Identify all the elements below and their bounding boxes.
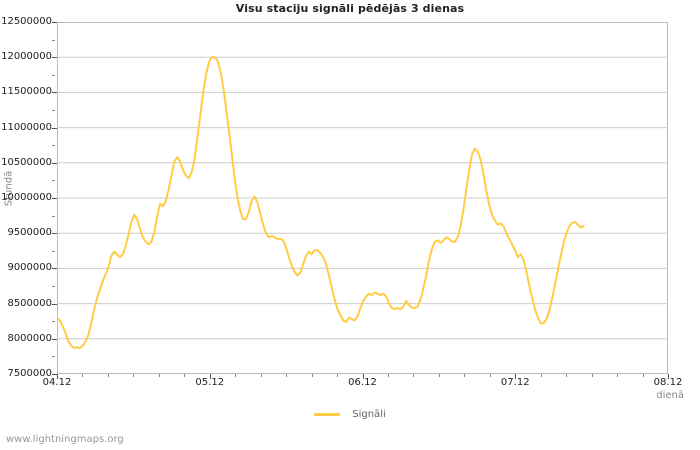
site-watermark: www.lightningmaps.org: [6, 434, 124, 445]
series-group: [57, 56, 585, 349]
y-axis-tick-label: 12000000: [1, 51, 52, 63]
y-axis-tick: [52, 162, 57, 164]
x-axis-tick: [209, 374, 211, 379]
y-axis-minor-tick: [52, 180, 55, 182]
plot-canvas: [57, 56, 668, 349]
y-axis-minor-tick: [52, 145, 55, 147]
y-axis-minor-tick: [52, 74, 55, 76]
x-axis-tick-label: 04.12: [42, 377, 72, 388]
x-axis-minor-tick: [107, 374, 109, 377]
x-axis: 04.12 05.12 06.12 07.12 08.12: [0, 377, 700, 393]
legend-color-swatch: [314, 413, 341, 416]
y-axis-minor-tick: [52, 215, 55, 217]
x-axis-tick: [515, 374, 517, 379]
x-axis-tick: [57, 374, 58, 379]
x-axis-minor-tick: [184, 374, 186, 377]
legend-item-signali[interactable]: Signāli: [314, 409, 386, 420]
y-axis: Stundā 12500000 12000000 11500000 11000000 1…: [0, 0, 57, 450]
y-axis-minor-tick: [52, 286, 55, 287]
y-axis-minor-tick: [52, 356, 55, 358]
y-axis-tick-label: 7500000: [7, 368, 52, 379]
x-axis-minor-tick: [591, 374, 593, 377]
x-axis-minor-tick: [260, 374, 262, 377]
x-axis-minor-tick: [566, 374, 568, 377]
y-axis-tick: [52, 374, 57, 375]
chart-legend: Signāli: [0, 409, 700, 420]
x-axis-tick: [362, 374, 364, 379]
y-axis-tick-label: 8000000: [7, 332, 52, 344]
y-axis-minor-tick: [52, 321, 55, 323]
y-axis-tick-label: 8500000: [7, 297, 52, 309]
x-axis-minor-tick: [642, 374, 644, 377]
x-axis-minor-tick: [158, 374, 160, 377]
chart-title: Visu staciju signāli pēdējās 3 dienas: [235, 2, 465, 15]
y-axis-tick: [52, 338, 57, 340]
y-axis-tick: [52, 268, 57, 270]
x-axis-tick-label: 07.12: [500, 377, 530, 388]
y-axis-tick: [52, 92, 57, 94]
x-axis-minor-tick: [337, 374, 339, 377]
y-axis-tick-label: 9500000: [7, 227, 52, 239]
series-line-0: [57, 56, 585, 349]
x-axis-minor-tick: [286, 374, 288, 377]
x-axis-minor-tick: [489, 374, 491, 377]
x-axis-minor-tick: [235, 374, 237, 377]
x-axis-tick: [668, 374, 669, 379]
x-axis-tick-label: 08.12: [653, 377, 683, 388]
x-axis-minor-tick: [387, 374, 389, 377]
x-axis-minor-tick: [133, 374, 135, 377]
y-axis-tick-label: 10500000: [1, 156, 52, 168]
y-axis-tick: [52, 198, 57, 199]
legend-label: Signāli: [352, 409, 386, 420]
x-axis-tick-label: 05.12: [195, 377, 225, 388]
x-axis-minor-tick: [413, 374, 415, 377]
y-axis-tick-label: 11500000: [1, 86, 52, 98]
x-axis-minor-tick: [82, 374, 84, 377]
y-axis-tick-label: 9000000: [7, 262, 52, 274]
x-axis-minor-tick: [464, 374, 466, 377]
y-axis-minor-tick: [52, 39, 55, 41]
x-axis-minor-tick: [438, 374, 440, 377]
y-axis-minor-tick: [52, 110, 55, 111]
y-axis-tick-label: 12500000: [1, 16, 52, 27]
x-axis-tick-label: 06.12: [348, 377, 377, 388]
y-axis-tick: [52, 22, 57, 23]
x-axis-minor-tick: [617, 374, 619, 377]
y-axis-tick-label: 10000000: [1, 192, 52, 203]
y-axis-minor-tick: [52, 250, 55, 252]
y-axis-tick: [52, 303, 57, 305]
x-axis-minor-tick: [540, 374, 542, 377]
y-axis-tick: [52, 57, 57, 59]
y-axis-title: Stundā: [3, 170, 15, 207]
x-axis-minor-tick: [311, 374, 313, 377]
y-axis-tick: [52, 233, 57, 235]
y-axis-tick: [52, 127, 57, 129]
y-axis-tick-label: 11000000: [1, 121, 52, 133]
x-axis-title: dienā: [656, 390, 684, 401]
gridlines: [57, 56, 668, 340]
